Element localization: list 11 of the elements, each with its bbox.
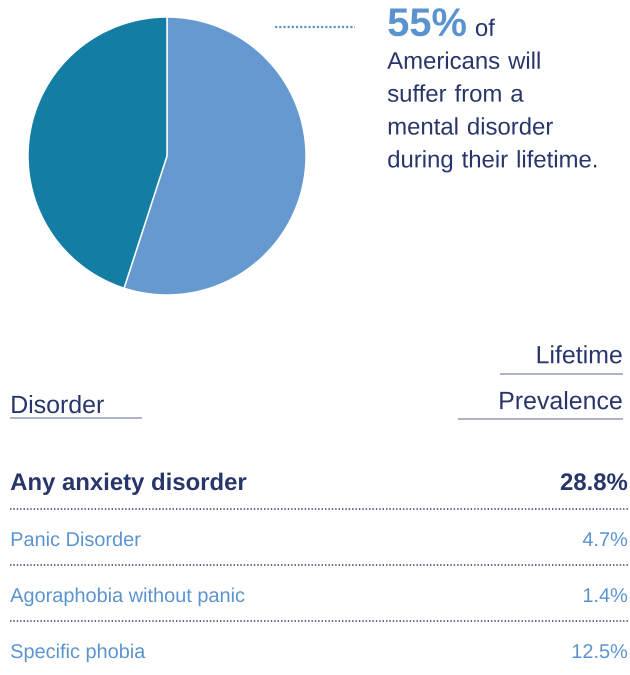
category-label: Agoraphobia without panic [10,588,244,606]
text: 4.7% [582,532,628,546]
text: 12.5% [572,644,628,658]
text: Lifetime Prevalence [500,345,622,410]
category-label: Specific phobia [11,644,146,662]
text: 28.8% [560,473,628,490]
category-label: Panic Disorder [12,532,140,546]
category-label: Any anxiety disorder [10,472,246,495]
text: Disorder [12,394,104,414]
text: 55% [388,8,466,36]
text: 1.4% [584,588,628,602]
